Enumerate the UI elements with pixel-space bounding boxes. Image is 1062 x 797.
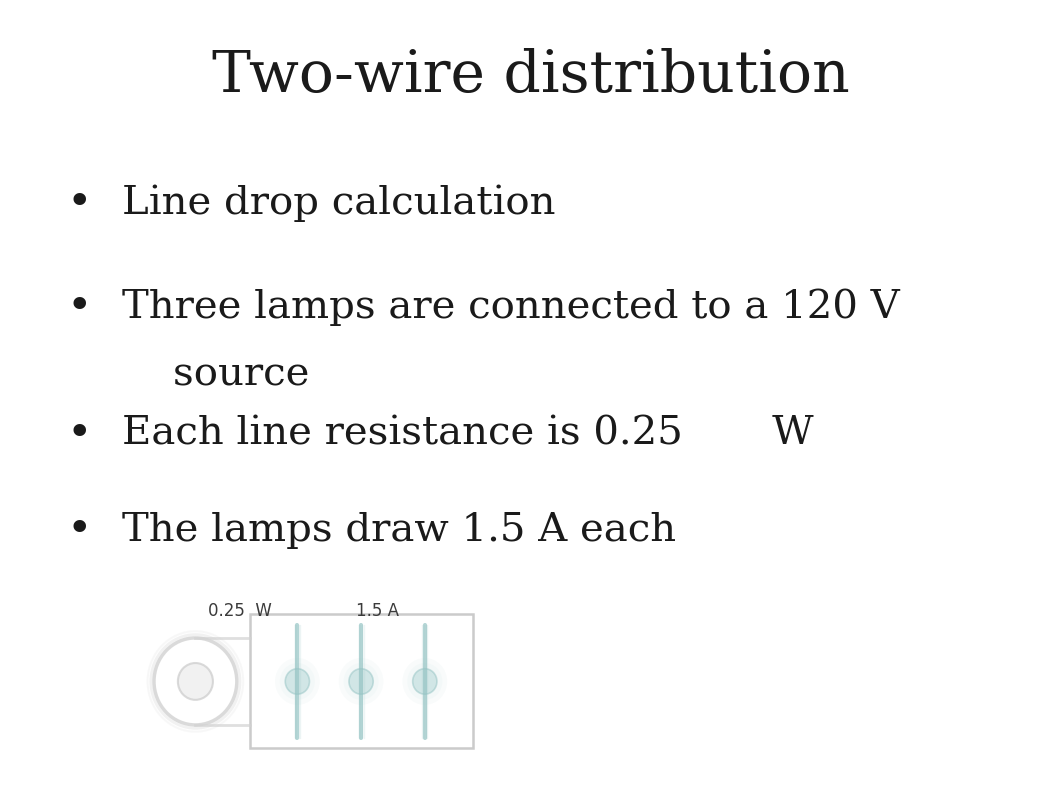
- Text: source: source: [122, 356, 309, 393]
- Text: •: •: [67, 414, 92, 455]
- Circle shape: [279, 663, 315, 700]
- Text: Two-wire distribution: Two-wire distribution: [212, 48, 850, 104]
- Text: •: •: [67, 509, 92, 551]
- Circle shape: [286, 669, 309, 694]
- Circle shape: [413, 669, 436, 694]
- Circle shape: [349, 669, 373, 694]
- Text: 1.5 A: 1.5 A: [356, 603, 398, 620]
- Text: •: •: [67, 183, 92, 224]
- Text: Line drop calculation: Line drop calculation: [122, 184, 555, 222]
- Text: Three lamps are connected to a 120 V: Three lamps are connected to a 120 V: [122, 288, 900, 326]
- Circle shape: [275, 658, 320, 705]
- Circle shape: [343, 663, 379, 700]
- Text: Each line resistance is 0.25       W: Each line resistance is 0.25 W: [122, 416, 813, 453]
- Text: •: •: [67, 286, 92, 328]
- Text: 0.25  W: 0.25 W: [208, 603, 272, 620]
- Circle shape: [407, 663, 443, 700]
- Circle shape: [402, 658, 447, 705]
- Text: The lamps draw 1.5 A each: The lamps draw 1.5 A each: [122, 512, 676, 548]
- Circle shape: [339, 658, 383, 705]
- Circle shape: [178, 663, 213, 700]
